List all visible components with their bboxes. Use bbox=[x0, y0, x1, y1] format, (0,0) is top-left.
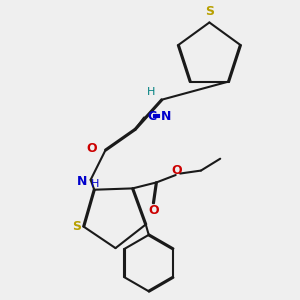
Text: S: S bbox=[72, 220, 81, 233]
Text: C: C bbox=[147, 110, 156, 122]
Text: H: H bbox=[91, 179, 99, 189]
Text: O: O bbox=[172, 164, 182, 177]
Text: O: O bbox=[148, 204, 159, 217]
Text: H: H bbox=[147, 87, 156, 97]
Text: O: O bbox=[87, 142, 98, 155]
Text: S: S bbox=[205, 5, 214, 18]
Text: N: N bbox=[160, 110, 171, 122]
Text: N: N bbox=[76, 175, 87, 188]
